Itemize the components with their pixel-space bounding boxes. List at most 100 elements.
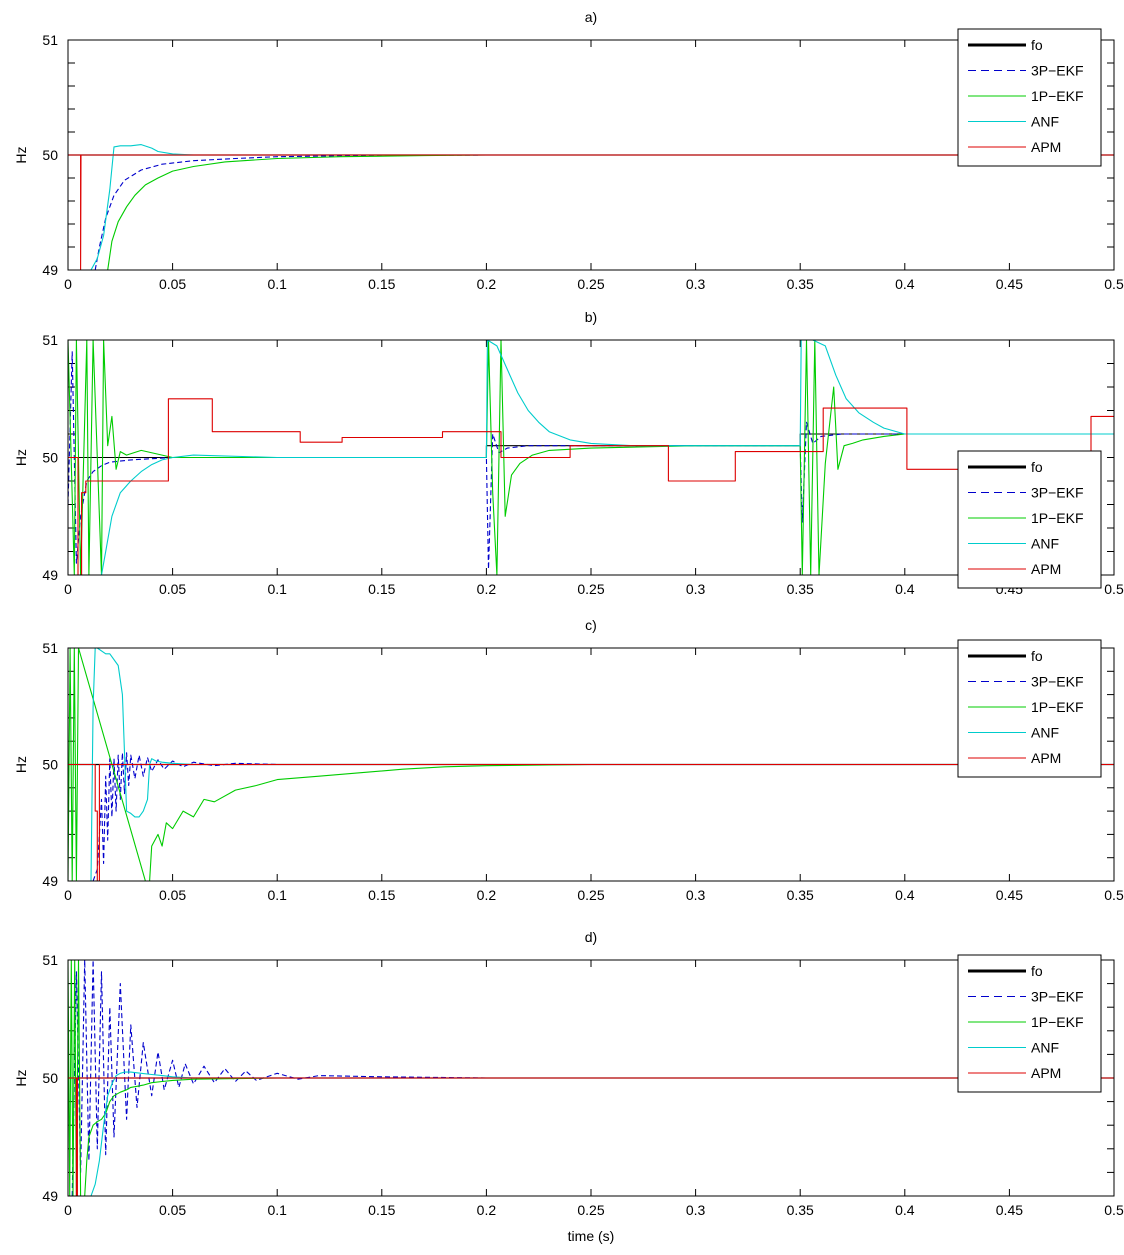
- legend-label: ANF: [1031, 1040, 1059, 1056]
- legend-label: ANF: [1031, 536, 1059, 552]
- x-tick-label: 0: [64, 276, 72, 292]
- x-tick-label: 0: [64, 1202, 72, 1218]
- axes-frame: [67, 959, 1115, 1197]
- legend-label: fo: [1031, 459, 1043, 475]
- x-tick-label: 0.2: [477, 581, 497, 597]
- x-tick-label: 0.4: [895, 1202, 915, 1218]
- series-line-1p-ekf: [68, 340, 1114, 575]
- legend-label: fo: [1031, 37, 1043, 53]
- x-tick-label: 0.5: [1104, 887, 1124, 903]
- series-group: [68, 144, 1114, 270]
- y-tick-label: 50: [42, 1070, 58, 1086]
- x-tick-label: 0.35: [787, 887, 814, 903]
- legend-box: [957, 639, 1102, 778]
- series-line-anf: [90, 648, 1114, 881]
- x-tick-label: 0.2: [477, 276, 497, 292]
- x-tick-label: 0.3: [686, 1202, 706, 1218]
- y-tick-label: 51: [42, 640, 58, 656]
- y-tick-label: 49: [42, 1188, 58, 1204]
- x-tick-label: 0.35: [787, 581, 814, 597]
- legend: fo 3P−EKF 1P−EKF ANF APM: [957, 954, 1102, 1093]
- series-line-apm: [68, 398, 1114, 575]
- panel-title: a): [585, 9, 597, 25]
- y-axis-label: Hz: [13, 1069, 29, 1086]
- axes-frame: [67, 647, 1115, 882]
- series-line-anf: [90, 144, 1114, 270]
- panel-title: d): [585, 929, 597, 945]
- legend-label: 1P−EKF: [1031, 1014, 1084, 1030]
- series-line-anf: [100, 340, 1114, 575]
- axes-frame: [67, 339, 1115, 576]
- y-tick-label: 51: [42, 952, 58, 968]
- legend-label: APM: [1031, 750, 1061, 766]
- x-tick-label: 0.4: [895, 581, 915, 597]
- x-tick-label: 0.5: [1104, 1202, 1124, 1218]
- x-tick-label: 0.3: [686, 276, 706, 292]
- y-tick-label: 51: [42, 32, 58, 48]
- x-tick-label: 0.1: [267, 1202, 287, 1218]
- x-tick-label: 0: [64, 581, 72, 597]
- panel-d: d) Hz 0 0.05 0.1 0.15 0.2 0.25 0.3 0.35 0.4 0.45 0.5…: [13, 929, 1124, 1244]
- series-line-apm: [68, 154, 1114, 270]
- x-tick-label: 0.35: [787, 1202, 814, 1218]
- x-tick-label: 0.25: [577, 1202, 604, 1218]
- x-tick-label: 0.2: [477, 1202, 497, 1218]
- y-tick-label: 49: [42, 262, 58, 278]
- legend-label: 3P−EKF: [1031, 989, 1084, 1005]
- x-tick-label: 0.3: [686, 581, 706, 597]
- legend-box: [957, 28, 1102, 167]
- legend-label: 1P−EKF: [1031, 510, 1084, 526]
- legend-label: ANF: [1031, 725, 1059, 741]
- y-tick-label: 50: [42, 147, 58, 163]
- legend-label: APM: [1031, 561, 1061, 577]
- legend-box: [957, 954, 1102, 1093]
- x-tick-label: 0.5: [1104, 581, 1124, 597]
- panel-c: c) Hz 0 0.05 0.1 0.15 0.2 0.25 0.3 0.35 0.4 0.45 0.5…: [13, 617, 1124, 903]
- series-line-1p-ekf: [107, 154, 1114, 270]
- y-axis-label: Hz: [13, 449, 29, 466]
- y-tick-label: 51: [42, 332, 58, 348]
- x-tick-label: 0.15: [368, 581, 395, 597]
- y-tick-label: 49: [42, 873, 58, 889]
- x-tick-label: 0.15: [368, 276, 395, 292]
- x-tick-label: 0.05: [159, 1202, 186, 1218]
- panel-a: a) Hz 0 0.05 0.1 0.15 0.2 0.25 0.3 0.35 0.4 0.45 0.5…: [13, 9, 1124, 292]
- legend-label: fo: [1031, 963, 1043, 979]
- x-tick-label: 0.1: [267, 276, 287, 292]
- legend: fo 3P−EKF 1P−EKF ANF APM: [957, 639, 1102, 778]
- x-tick-label: 0.3: [686, 887, 706, 903]
- panel-b: b)Hz0 0.05 0.1 0.15 0.2 0.25 0.3 0.35 0.4 0.45 0.5…: [13, 309, 1124, 597]
- x-tick-label: 0.45: [996, 276, 1023, 292]
- x-tick-label: 0: [64, 887, 72, 903]
- series-line-3p-ekf: [92, 752, 1114, 881]
- x-tick-label: 0.05: [159, 581, 186, 597]
- legend-box: [957, 450, 1102, 589]
- y-tick-label: 50: [42, 450, 58, 466]
- legend-label: fo: [1031, 648, 1043, 664]
- series-group: [68, 340, 1114, 575]
- legend-label: APM: [1031, 1065, 1061, 1081]
- x-tick-label: 0.4: [895, 276, 915, 292]
- x-tick-label: 0.05: [159, 887, 186, 903]
- series-line-apm: [68, 1077, 1114, 1196]
- series-line-anf: [90, 1071, 1114, 1196]
- y-axis-label: Hz: [13, 146, 29, 163]
- legend-label: 1P−EKF: [1031, 699, 1084, 715]
- x-tick-label: 0.35: [787, 276, 814, 292]
- series-group: [68, 648, 1114, 881]
- x-tick-label: 0.05: [159, 276, 186, 292]
- x-tick-label: 0.25: [577, 581, 604, 597]
- legend: fo 3P−EKF 1P−EKF ANF APM: [957, 450, 1102, 589]
- y-tick-label: 49: [42, 567, 58, 583]
- x-tick-label: 0.15: [368, 887, 395, 903]
- legend-label: 3P−EKF: [1031, 63, 1084, 79]
- x-tick-label: 0.45: [996, 1202, 1023, 1218]
- x-tick-label: 0.4: [895, 887, 915, 903]
- x-tick-label: 0.25: [577, 276, 604, 292]
- x-tick-label: 0.25: [577, 887, 604, 903]
- x-tick-label: 0.2: [477, 887, 497, 903]
- series-line-apm: [68, 763, 1114, 881]
- legend-label: APM: [1031, 139, 1061, 155]
- axes-frame: [67, 39, 1115, 271]
